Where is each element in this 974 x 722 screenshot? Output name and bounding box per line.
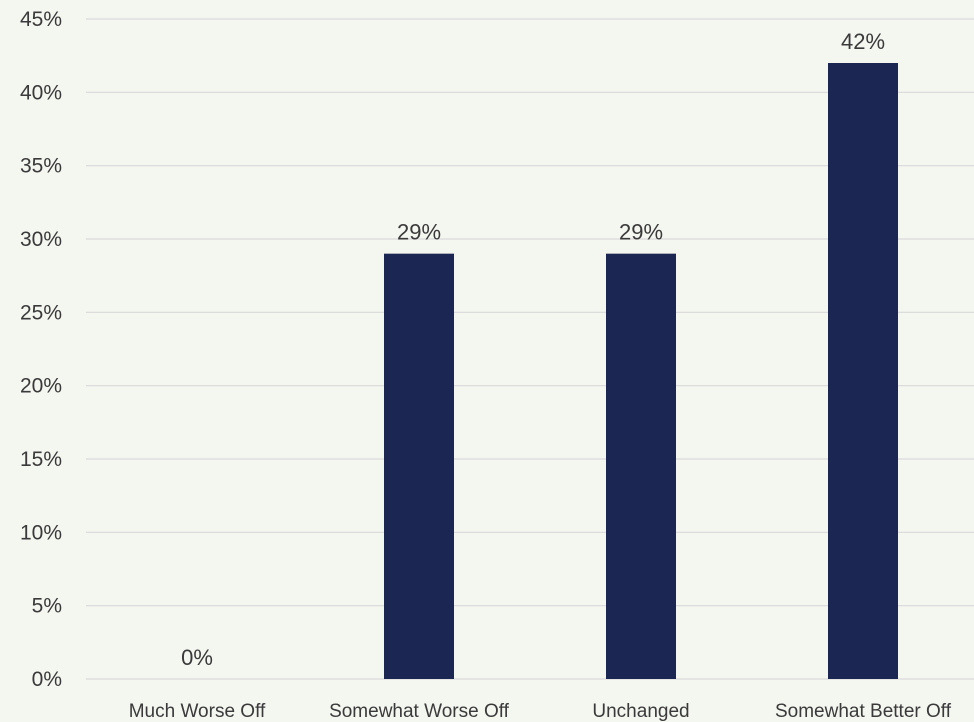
bars (384, 63, 898, 679)
y-tick-label: 0% (32, 668, 62, 691)
x-category-label: Unchanged (592, 701, 689, 722)
bar-data-label: 42% (841, 29, 885, 54)
y-tick-label: 45% (20, 8, 62, 31)
bar-data-label: 0% (181, 645, 213, 670)
bar (606, 253, 676, 679)
y-tick-label: 10% (20, 521, 62, 544)
y-tick-label: 5% (32, 595, 62, 618)
data-labels: 0% 29% 29% 42% (181, 29, 885, 670)
x-axis-category-labels: Much Worse Off Somewhat Worse Off Unchange… (129, 701, 952, 722)
y-axis-tick-labels: 0% 5% 10% 15% 20% 25% 30% 35% 40% 45% (20, 8, 62, 691)
x-category-label: Somewhat Better Off (775, 701, 952, 722)
y-tick-label: 35% (20, 155, 62, 178)
gridlines (86, 18, 974, 680)
y-tick-label: 30% (20, 228, 62, 251)
bar-data-label: 29% (619, 220, 663, 245)
bar (384, 253, 454, 679)
x-category-label: Much Worse Off (129, 701, 266, 722)
bar (828, 63, 898, 679)
bar-data-label: 29% (397, 220, 441, 245)
y-tick-label: 40% (20, 81, 62, 104)
x-category-label: Somewhat Worse Off (329, 701, 510, 722)
y-tick-label: 25% (20, 301, 62, 324)
y-tick-label: 15% (20, 448, 62, 471)
y-tick-label: 20% (20, 375, 62, 398)
